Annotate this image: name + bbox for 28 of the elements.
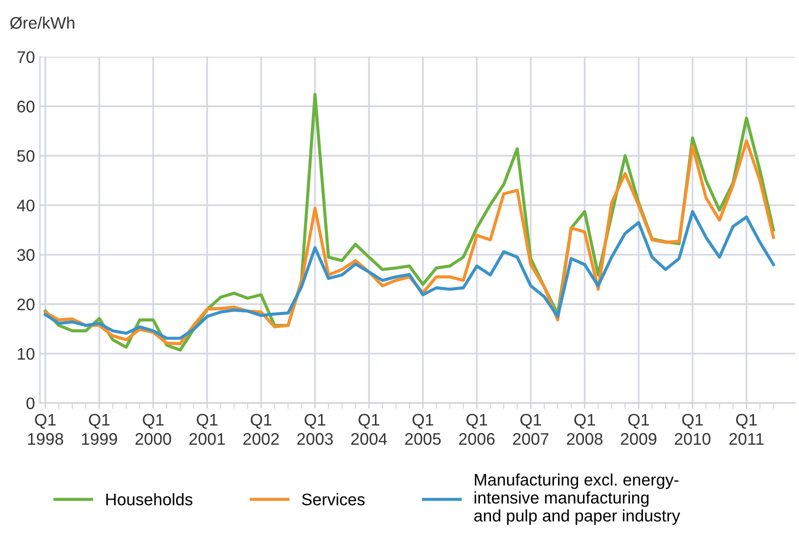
y-tick-label: 0 [26,397,34,410]
y-axis-title: Øre/kWh [10,16,74,30]
x-tick-label: Q1 2003 [297,414,333,445]
x-tick-label: Q1 2006 [459,414,495,445]
y-tick-label: 30 [17,249,34,261]
x-tick-label: Q1 2007 [513,414,548,445]
y-tick-label: 50 [17,150,34,162]
y-tick-label: 40 [16,200,34,212]
x-tick-label: Q1 2002 [243,414,279,445]
y-tick-label: 70 [17,51,34,64]
x-tick-label: Q1 2009 [620,414,656,445]
y-tick-label: 20 [17,298,34,310]
x-tick-label: Q1 2008 [566,414,602,445]
x-tick-label: Q1 1998 [28,414,64,445]
x-tick-label: Q1 1999 [82,414,118,445]
y-tick-label: 60 [17,100,34,112]
legend-label: Households [106,493,192,506]
x-tick-label: Q1 2010 [674,414,710,445]
x-tick-label: Q1 2005 [405,414,441,445]
x-tick-label: Q1 2004 [351,414,387,445]
line-series [44,139,775,346]
line-series [44,210,775,340]
legend-label: Services [302,493,365,506]
y-tick-label: 10 [18,348,34,360]
x-tick-label: Q1 2000 [136,414,172,445]
x-tick-label: Q1 2001 [189,414,225,445]
x-tick-label: Q1 2011 [729,414,764,445]
legend-label: Manufacturing excl. energy- intensive manufacturing and pulp and paper industry [474,473,680,525]
